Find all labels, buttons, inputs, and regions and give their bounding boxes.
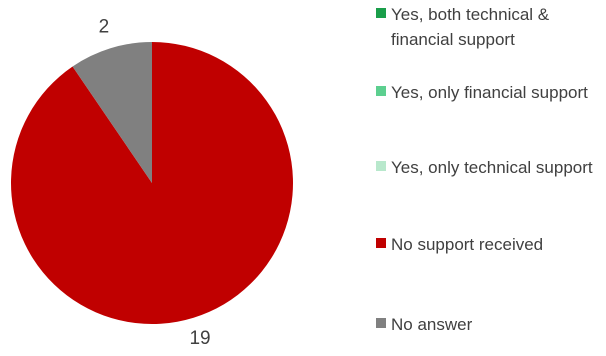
legend-item-technical: Yes, only technical support — [376, 155, 596, 180]
legend-item-no-support: No support received — [376, 232, 596, 257]
legend-item-financial: Yes, only financial support — [376, 80, 596, 105]
legend-label-financial: Yes, only financial support — [391, 83, 588, 102]
legend-label-both: Yes, both technical & financial support — [391, 5, 550, 49]
legend-label-no-support: No support received — [391, 235, 544, 254]
pie-slice-no-answer — [72, 42, 152, 183]
data-label-no-support-received: 19 — [189, 328, 210, 349]
legend-label-no-answer: No answer — [391, 315, 473, 334]
pie-slice-no-support-received — [10, 42, 293, 324]
legend-swatch-no-answer — [376, 318, 386, 328]
data-label-no-answer: 2 — [99, 16, 110, 37]
legend-item-both: Yes, both technical & financial support — [376, 2, 596, 52]
legend-label-technical: Yes, only technical support — [391, 158, 593, 177]
legend-swatch-both — [376, 8, 386, 18]
legend-swatch-financial — [376, 86, 386, 96]
legend-swatch-technical — [376, 161, 386, 171]
legend-swatch-no-support — [376, 238, 386, 248]
legend-item-no-answer: No answer — [376, 312, 596, 337]
